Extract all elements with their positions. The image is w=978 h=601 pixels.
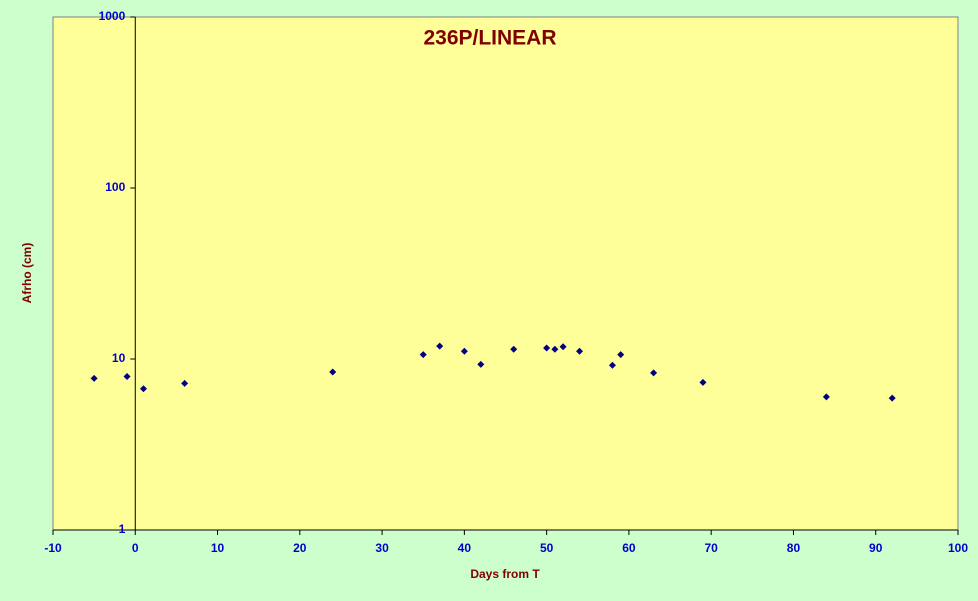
- point: [576, 347, 584, 355]
- point: [329, 368, 337, 376]
- x-axis-label: Days from T: [470, 567, 540, 581]
- x-tick-label: 50: [540, 541, 554, 555]
- x-tick-label: 0: [132, 541, 139, 555]
- point: [822, 393, 830, 401]
- x-tick-label: 70: [705, 541, 719, 555]
- point: [90, 374, 98, 382]
- x-tick-label: 80: [787, 541, 801, 555]
- plot-area: [52, 16, 959, 531]
- point: [477, 360, 485, 368]
- point: [559, 343, 567, 351]
- y-axis-label: Afrho (cm): [20, 243, 34, 304]
- x-tick-label: -10: [44, 541, 62, 555]
- y-tick-label: 1: [119, 522, 126, 536]
- point: [699, 378, 707, 386]
- x-tick-label: 90: [869, 541, 883, 555]
- y-tick-label: 10: [112, 351, 126, 365]
- x-tick-label: 20: [293, 541, 307, 555]
- point: [181, 379, 189, 387]
- point: [460, 347, 468, 355]
- x-tick-label: 100: [948, 541, 968, 555]
- y-tick-label: 100: [105, 180, 125, 194]
- point: [510, 345, 518, 353]
- point: [543, 344, 551, 352]
- x-tick-label: 30: [375, 541, 389, 555]
- point: [650, 369, 658, 377]
- y-tick-label: 1000: [99, 9, 126, 23]
- point: [419, 351, 427, 359]
- point: [123, 373, 131, 381]
- x-tick-label: 40: [458, 541, 472, 555]
- x-tick-label: 60: [622, 541, 636, 555]
- x-tick-label: 10: [211, 541, 225, 555]
- point: [888, 394, 896, 402]
- point: [608, 361, 616, 369]
- point: [436, 342, 444, 350]
- point: [551, 345, 559, 353]
- chart-title: 236P/LINEAR: [423, 27, 556, 50]
- point: [617, 351, 625, 359]
- point: [140, 385, 147, 393]
